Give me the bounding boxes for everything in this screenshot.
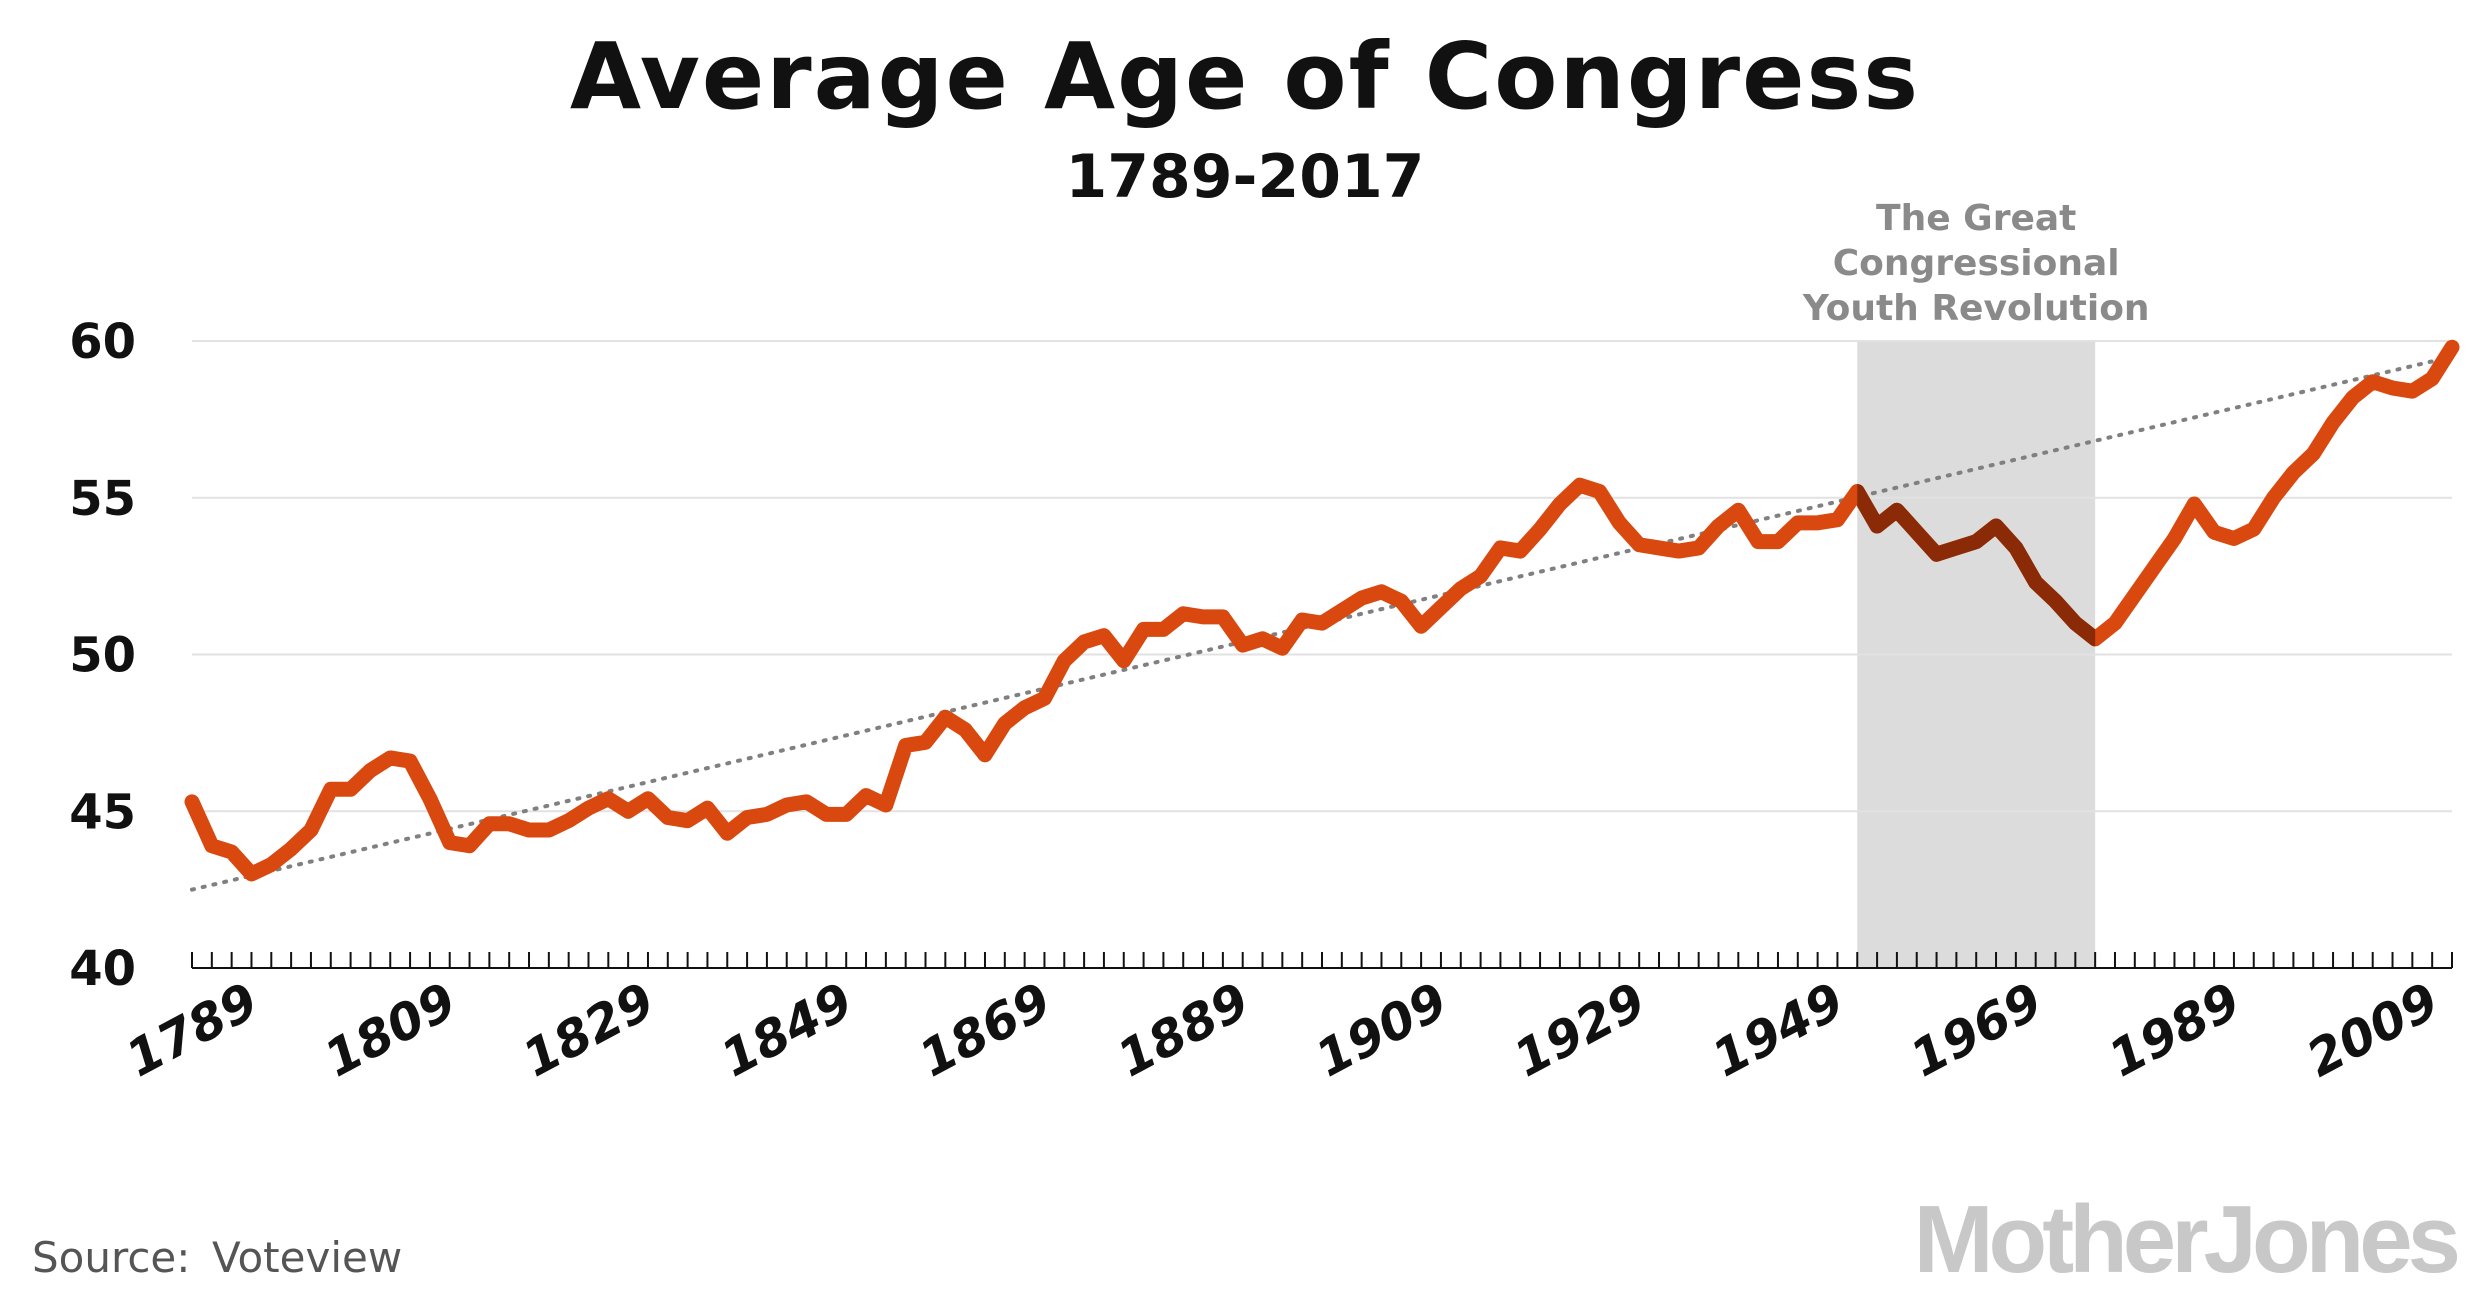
x-axis-tick-labels: 1789 1809 1829 1849 1869 1889 1909 1929 1949 1969… bbox=[117, 972, 2448, 1089]
x-tick-label: 1989 bbox=[2099, 972, 2249, 1089]
x-tick-label: 1829 bbox=[513, 972, 663, 1089]
annotation-text: Congressional bbox=[1833, 243, 2120, 284]
mother-jones-logo: MotherJones bbox=[1914, 1186, 2458, 1293]
y-tick-label: 45 bbox=[69, 784, 136, 840]
annotation-text: Youth Revolution bbox=[1802, 288, 2150, 329]
x-tick-label: 1849 bbox=[712, 972, 862, 1089]
y-tick-label: 50 bbox=[69, 628, 136, 684]
series-line-highlight bbox=[1857, 483, 2096, 647]
x-axis bbox=[191, 952, 2453, 969]
chart-subtitle: 1789-2017 bbox=[1066, 142, 1425, 212]
y-tick-label: 55 bbox=[69, 471, 136, 527]
y-tick-label: 40 bbox=[69, 941, 136, 997]
x-tick-label: 1929 bbox=[1505, 972, 1655, 1089]
annotation-text: The Great bbox=[1876, 198, 2076, 239]
chart-title: Average Age of Congress bbox=[570, 23, 1920, 130]
y-axis-tick-labels: 40 45 50 55 60 bbox=[69, 314, 136, 997]
source-label: Source: bbox=[32, 1233, 190, 1282]
x-tick-label: 1869 bbox=[910, 972, 1060, 1089]
x-tick-label: 2009 bbox=[2298, 972, 2448, 1089]
y-tick-label: 60 bbox=[69, 314, 136, 370]
x-tick-label: 1969 bbox=[1901, 972, 2051, 1089]
series-layer bbox=[184, 339, 2460, 882]
x-tick-label: 1909 bbox=[1306, 972, 1456, 1089]
x-tick-label: 1889 bbox=[1108, 972, 1258, 1089]
trendline-layer bbox=[190, 354, 2454, 892]
x-tick-label: 1789 bbox=[117, 972, 267, 1089]
gridline-layer bbox=[192, 340, 2452, 813]
x-tick-label: 1809 bbox=[315, 972, 465, 1089]
source-value: Voteview bbox=[212, 1233, 402, 1282]
series-line bbox=[184, 339, 2460, 882]
x-tick-label: 1949 bbox=[1703, 972, 1853, 1089]
trendline bbox=[190, 354, 2454, 892]
